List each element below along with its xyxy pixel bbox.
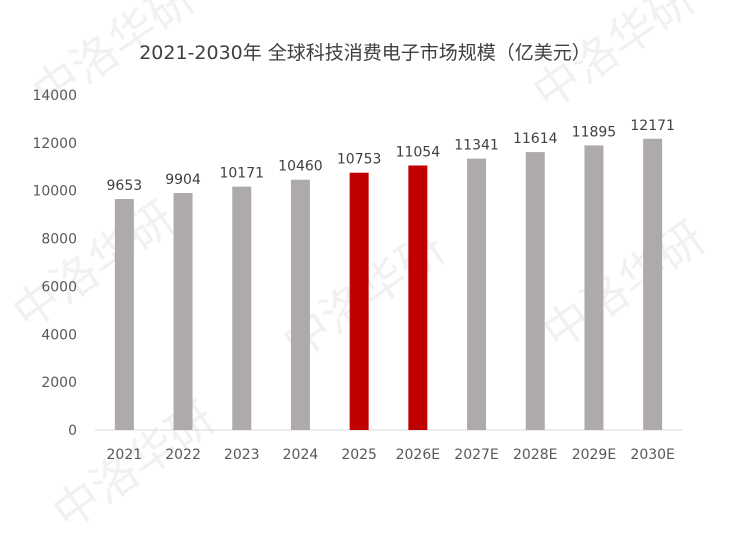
data-label: 11614	[513, 131, 558, 147]
x-tick-label: 2026E	[396, 447, 440, 463]
y-tick-label: 14000	[32, 88, 77, 104]
bar-chart: 0 2000 4000 6000 8000 10000 12000 14000 9653 2021…	[32, 88, 682, 463]
x-tick-label: 2022	[165, 447, 201, 463]
x-tick-label: 2028E	[513, 447, 557, 463]
bar	[584, 145, 604, 431]
x-tick-label: 2021	[107, 447, 143, 463]
data-label: 11341	[454, 138, 499, 154]
bar	[408, 165, 428, 430]
x-tick-label: 2030E	[630, 447, 674, 463]
y-tick-label: 0	[68, 423, 77, 439]
data-label: 11054	[396, 144, 441, 160]
bar	[290, 179, 310, 430]
data-label: 10171	[219, 166, 264, 182]
data-label: 10753	[337, 152, 382, 168]
data-label: 11895	[572, 124, 617, 140]
y-tick-label: 2000	[41, 375, 77, 391]
data-label: 9653	[107, 178, 143, 194]
bar	[232, 186, 252, 430]
bar	[525, 152, 545, 430]
x-tick-label: 2023	[224, 447, 260, 463]
x-tick-label: 2024	[283, 447, 319, 463]
y-tick-label: 8000	[41, 232, 77, 248]
data-label: 10460	[278, 159, 323, 175]
bar	[349, 172, 369, 430]
bar	[114, 199, 134, 430]
bar	[173, 193, 193, 430]
y-tick-label: 12000	[32, 136, 77, 152]
y-tick-label: 4000	[41, 327, 77, 343]
x-tick-label: 2029E	[572, 447, 616, 463]
x-tick-label: 2027E	[454, 447, 498, 463]
x-tick-label: 2025	[341, 447, 377, 463]
data-label: 9904	[165, 172, 201, 188]
data-label: 12171	[630, 118, 675, 134]
chart-title: 2021-2030年 全球科技消费电子市场规模（亿美元）	[139, 42, 591, 64]
y-tick-label: 6000	[41, 279, 77, 295]
bar	[467, 158, 487, 430]
bar	[643, 138, 663, 430]
y-tick-label: 10000	[32, 184, 77, 200]
